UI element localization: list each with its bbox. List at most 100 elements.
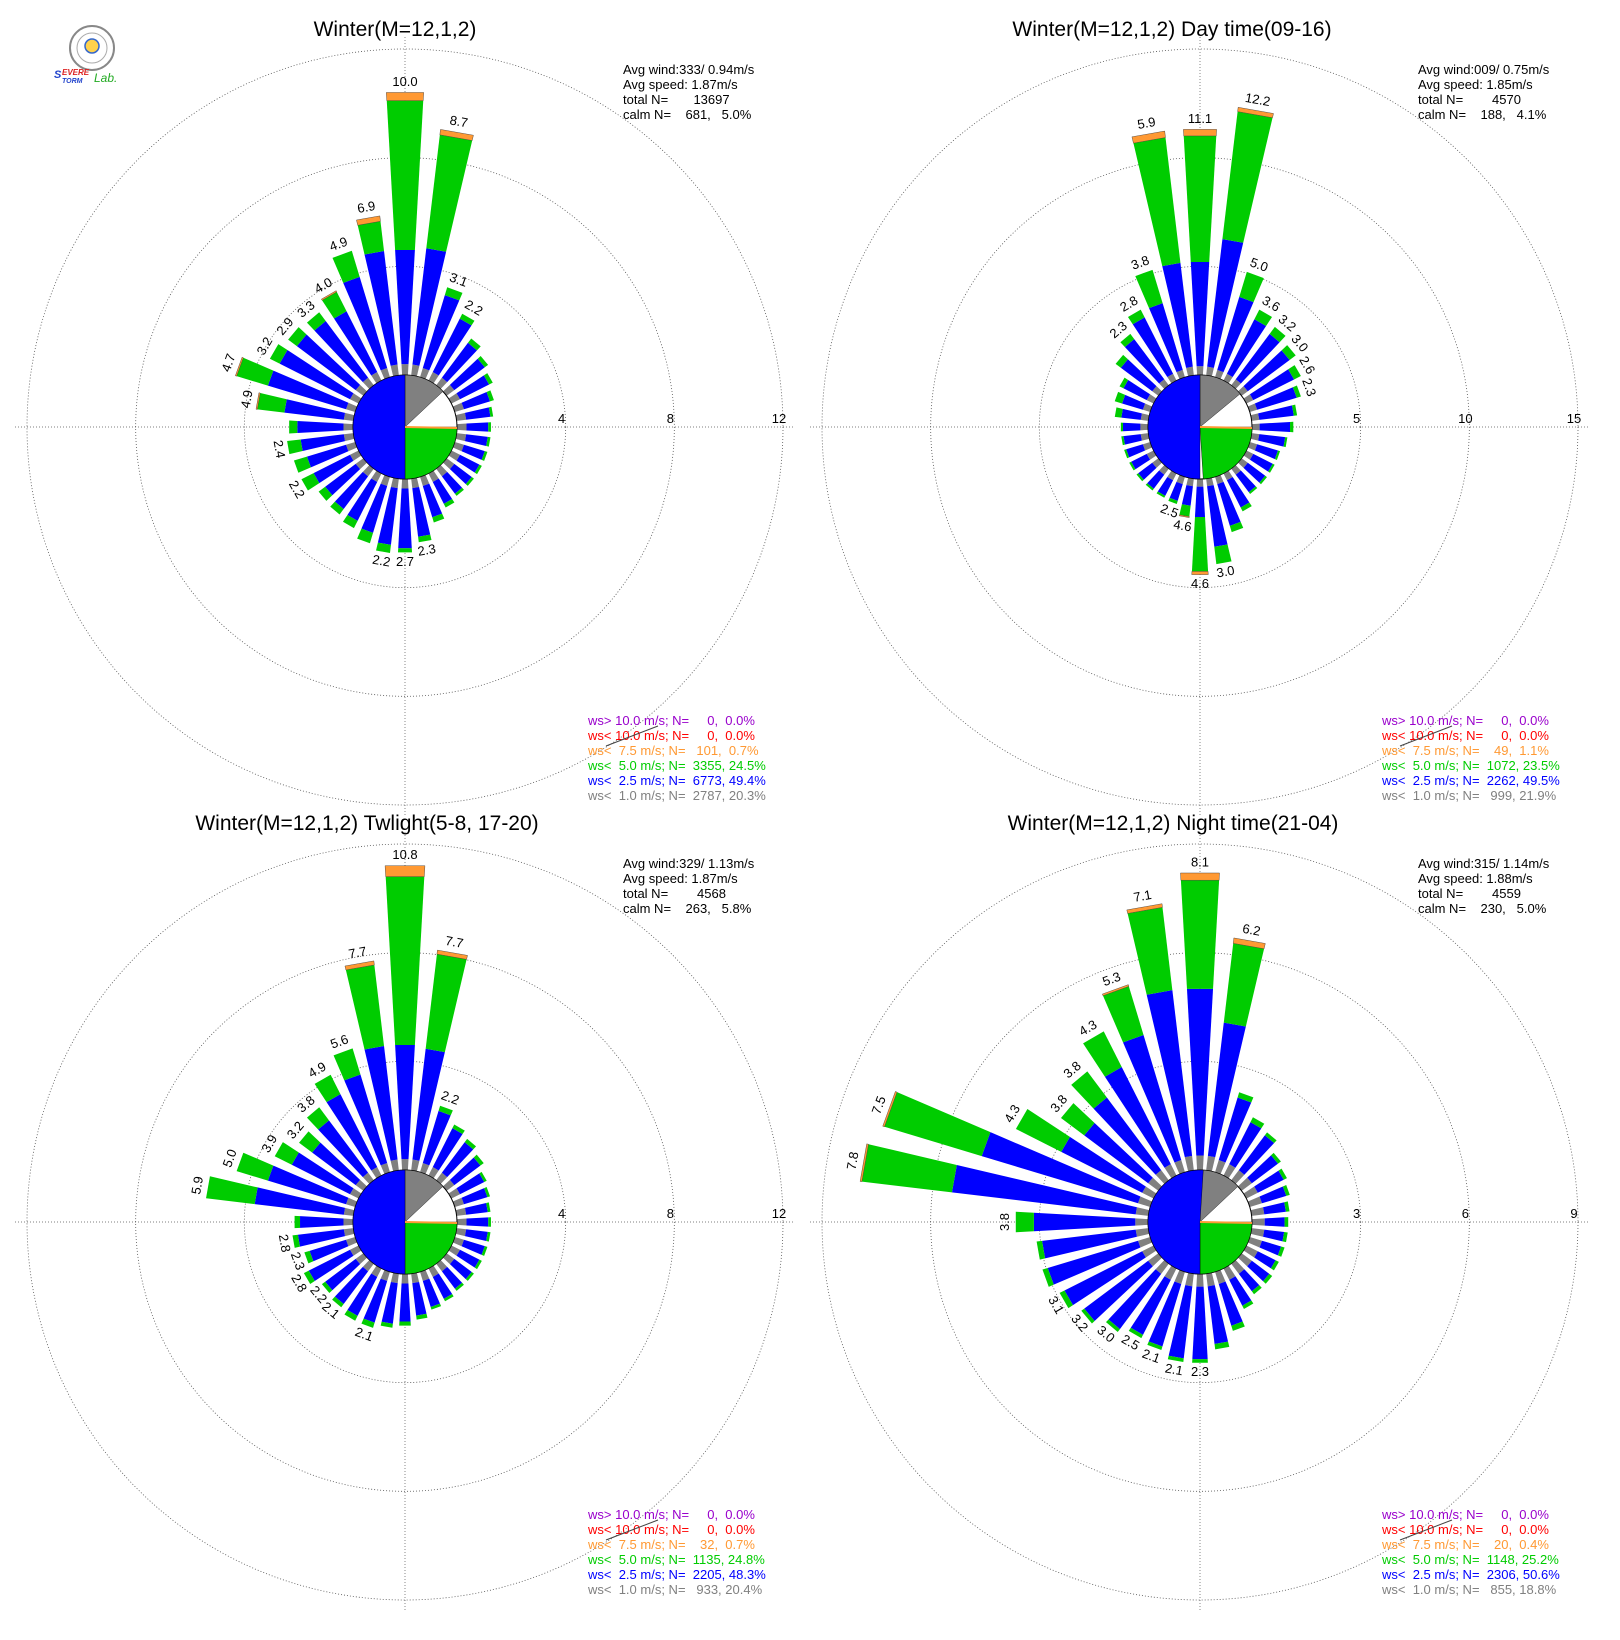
bar-segment-140-1 [441,1266,463,1289]
bar-segment-10-3 [1237,107,1274,118]
bar-segment-120-0 [448,1245,460,1256]
bar-segment-220-0 [362,464,374,477]
bar-segment-320-0 [1155,1170,1169,1185]
bar-segment-180-0 [1196,1274,1204,1287]
bar-segment-10-0 [1206,1155,1216,1172]
bar-segment-50-0 [1237,386,1248,396]
bar-segment-130-2 [465,476,474,486]
bar-segment-80-2 [1284,1201,1290,1212]
bar-segment-130-1 [449,463,472,485]
bar-segment-300-0 [350,1188,362,1199]
bar-segment-230-2 [1136,473,1144,482]
bar-segment-160-1 [1218,1281,1243,1326]
bar-segment-350-2 [1127,907,1173,995]
bar-segment-80-2 [486,1202,491,1213]
ring-label: 9 [1570,1206,1577,1221]
bar-label-170: 3.0 [1215,563,1235,581]
bar-label-300: 3.9 [258,1132,280,1155]
bar-segment-230-2 [321,1281,333,1294]
bar-segment-230-1 [1084,1260,1153,1321]
legend-entry: ws< 1.0 m/s; N= 2787, 20.3% [587,788,766,803]
legend-entry: ws< 5.0 m/s; N= 1072, 23.5% [1381,758,1560,773]
bar-segment-280-1 [284,399,346,420]
bar-segment-160-0 [1215,474,1224,485]
legend-entry: ws< 10.0 m/s; N= 0, 0.0% [1381,1522,1549,1537]
bar-segment-90-1 [466,422,489,432]
bar-segment-110-0 [452,1237,464,1247]
bar-segment-120-0 [448,450,460,461]
bar-segment-20-0 [420,1163,430,1175]
bar-segment-20-0 [1215,1159,1226,1175]
bar-segment-330-1 [334,311,378,376]
bar-segment-200-1 [361,483,388,533]
bar-segment-220-1 [334,471,369,510]
lab-logo: S EVERE TORM Lab. [54,25,117,85]
bar-segment-350-0 [1186,366,1194,377]
bar-segment-180-0 [401,1274,409,1284]
bar-segment-0-1 [395,250,415,365]
bar-segment-280-0 [1135,1207,1150,1216]
bar-label-300: 4.3 [1001,1102,1023,1125]
bar-segment-80-1 [464,1202,488,1215]
bar-segment-320-2 [1120,333,1135,347]
bar-label-290: 5.0 [219,1147,239,1169]
bar-segment-200-0 [1176,474,1185,485]
bar-label-20: 3.1 [448,270,470,290]
bar-segment-250-1 [1126,444,1146,458]
bar-segment-130-1 [1243,462,1266,483]
bar-segment-0-2 [386,100,424,251]
bar-label-0: 11.1 [1188,111,1212,126]
bar-segment-30-1 [432,1128,463,1171]
bar-segment-170-0 [411,477,420,489]
bar-segment-250-2 [304,1250,314,1264]
bar-segment-250-1 [309,1239,349,1262]
bar-segment-210-2 [342,514,358,529]
bar-label-330: 2.8 [1117,293,1140,315]
bar-segment-90-1 [1264,1217,1285,1227]
bar-segment-10-0 [411,364,420,377]
bar-segment-20-2 [444,287,463,301]
bar-segment-140-1 [1238,1269,1260,1292]
bar-segment-250-0 [346,1237,358,1247]
bar-segment-270-2 [1120,422,1124,432]
legend-entry: ws< 5.0 m/s; N= 1148, 25.2% [1381,1552,1559,1567]
bar-segment-110-1 [461,444,485,460]
bar-segment-300-2 [269,344,288,364]
bar-segment-210-1 [347,478,378,521]
calm-slice-lt7_5 [404,426,458,429]
bar-segment-20-1 [422,295,460,371]
bar-segment-190-2 [376,542,391,554]
bar-segment-60-1 [1254,1170,1284,1193]
bar-segment-310-1 [296,334,361,391]
bar-segment-240-0 [350,450,362,461]
bar-segment-210-2 [344,1309,358,1321]
bar-segment-330-3 [321,290,338,301]
legend-strike [605,725,659,747]
stats-line: Avg speed: 1.87m/s [623,871,738,886]
bar-segment-350-1 [364,1046,398,1161]
bar-segment-200-2 [357,528,374,544]
bar-label-200: 2.1 [353,1324,375,1344]
bar-segment-350-3 [356,215,381,226]
bar-segment-310-1 [1120,359,1157,392]
legend-entry: ws< 10.0 m/s; N= 0, 0.0% [587,728,755,743]
bar-segment-340-0 [380,368,390,380]
bar-segment-20-0 [1215,369,1224,380]
bar-segment-170-2 [416,1313,428,1320]
bar-segment-10-0 [411,1159,420,1172]
bar-segment-150-0 [1223,470,1233,481]
bar-segment-0-1 [1186,988,1214,1156]
legend-entry: ws> 10.0 m/s; N= 0, 0.0% [1381,1507,1549,1522]
bar-segment-20-1 [1217,296,1254,373]
bar-segment-180-0 [1196,479,1204,487]
bar-segment-270-1 [300,1216,344,1228]
bar-segment-300-1 [279,350,354,400]
bar-segment-320-1 [318,1120,369,1178]
stats-line: Avg speed: 1.88m/s [1418,871,1533,886]
bar-segment-320-1 [1093,1097,1162,1175]
stats-line: Avg speed: 1.87m/s [623,77,738,92]
bar-segment-40-1 [441,342,477,383]
stats-line: total N= 13697 [623,92,730,107]
bar-segment-230-1 [325,1258,361,1291]
bar-label-260: 2.4 [270,439,288,459]
